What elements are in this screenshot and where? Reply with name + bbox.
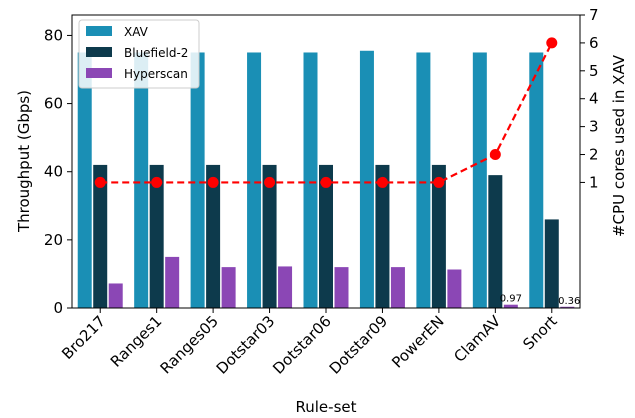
y2-tick-label-5: 6: [589, 34, 599, 52]
bar-xav-8: [529, 52, 544, 309]
bar-hyperscan-2: [221, 267, 236, 308]
cpu-cores-marker-7: [489, 149, 501, 161]
x-tick-label-0: Bro217: [58, 312, 109, 363]
bar-xav-1: [134, 52, 149, 309]
y2-tick-label-4: 5: [589, 62, 599, 80]
bar-hyperscan-6: [447, 269, 462, 308]
data-label-8: 0.36: [558, 296, 580, 307]
legend-swatch-xav: [86, 26, 112, 36]
y-axis-label: Throughput (Gbps): [15, 90, 33, 233]
x-axis-label: Rule-set: [296, 398, 357, 416]
x-tick-label-2: Ranges05: [157, 312, 222, 377]
bar-bluefield-2-2: [206, 164, 221, 308]
data-label-7: 0.97: [500, 294, 522, 305]
cpu-cores-marker-3: [264, 176, 276, 188]
legend-swatch-hyperscan: [86, 68, 112, 78]
bar-bluefield-2-7: [488, 175, 503, 308]
bar-bluefield-2-1: [149, 164, 164, 308]
cpu-cores-line-layer: [94, 37, 558, 188]
cpu-cores-marker-4: [320, 176, 332, 188]
bar-bluefield-2-5: [375, 164, 390, 308]
y-tick-label-2: 40: [44, 163, 63, 181]
x-tick-label-1: Ranges1: [107, 312, 166, 371]
legend-swatch-bluefield: [86, 47, 112, 57]
y2-axis-label: #CPU cores used in XAV: [610, 54, 628, 237]
bar-xav-4: [303, 52, 318, 309]
bar-xav-3: [247, 52, 262, 309]
data-labels-layer: 0.97 0.36: [500, 294, 581, 307]
x-tick-label-3: Dotstar03: [213, 312, 279, 378]
legend-label-xav: XAV: [124, 25, 149, 39]
y2-tick-label-1: 2: [589, 146, 599, 164]
bar-bluefield-2-4: [319, 164, 333, 308]
cpu-cores-marker-5: [376, 176, 388, 188]
y-axis-ticks: 0 20 40 60 80: [44, 26, 72, 317]
bar-hyperscan-8: [560, 306, 575, 308]
y-tick-label-4: 80: [44, 26, 63, 44]
bar-hyperscan-1: [165, 256, 180, 308]
legend-label-bluefield: Bluefield-2: [124, 46, 188, 60]
cpu-cores-marker-2: [207, 176, 219, 188]
bar-hyperscan-4: [334, 267, 349, 308]
bar-hyperscan-0: [108, 283, 123, 308]
legend: XAV Bluefield-2 Hyperscan: [78, 19, 200, 89]
x-tick-label-8: Snort: [519, 312, 560, 353]
bar-hyperscan-5: [390, 267, 405, 308]
bar-hyperscan-3: [278, 266, 293, 308]
bar-bluefield-2-6: [431, 164, 446, 308]
y-tick-label-3: 60: [44, 95, 63, 113]
bar-hyperscan-7: [503, 304, 518, 308]
x-tick-label-6: PowerEN: [388, 312, 447, 371]
cpu-cores-marker-1: [151, 176, 163, 188]
x-tick-label-5: Dotstar09: [326, 312, 392, 378]
cpu-cores-marker-0: [94, 176, 106, 188]
cpu-cores-marker-6: [433, 176, 445, 188]
bars-layer: [77, 50, 575, 309]
legend-label-hyperscan: Hyperscan: [124, 67, 188, 81]
y2-tick-label-3: 4: [589, 90, 599, 108]
bar-bluefield-2-8: [544, 219, 559, 308]
bar-bluefield-2-3: [262, 164, 277, 308]
y2-tick-label-6: 7: [589, 6, 599, 24]
x-axis-ticks: Bro217Ranges1Ranges05Dotstar03Dotstar06D…: [58, 308, 561, 378]
x-tick-label-7: ClamAV: [450, 312, 504, 366]
bar-xav-7: [472, 52, 487, 309]
y2-tick-label-0: 1: [589, 173, 599, 191]
y-tick-label-1: 20: [44, 231, 63, 249]
x-tick-label-4: Dotstar06: [269, 312, 335, 378]
y2-axis-ticks: 1 2 3 4 5 6 7: [580, 6, 599, 191]
bar-xav-5: [359, 50, 374, 309]
bar-xav-2: [190, 52, 205, 309]
bar-bluefield-2-0: [93, 164, 108, 308]
y2-tick-label-2: 3: [589, 118, 599, 136]
bar-xav-0: [77, 52, 92, 309]
cpu-cores-marker-8: [546, 37, 558, 49]
y-tick-label-0: 0: [53, 299, 63, 317]
bar-xav-6: [416, 52, 431, 309]
